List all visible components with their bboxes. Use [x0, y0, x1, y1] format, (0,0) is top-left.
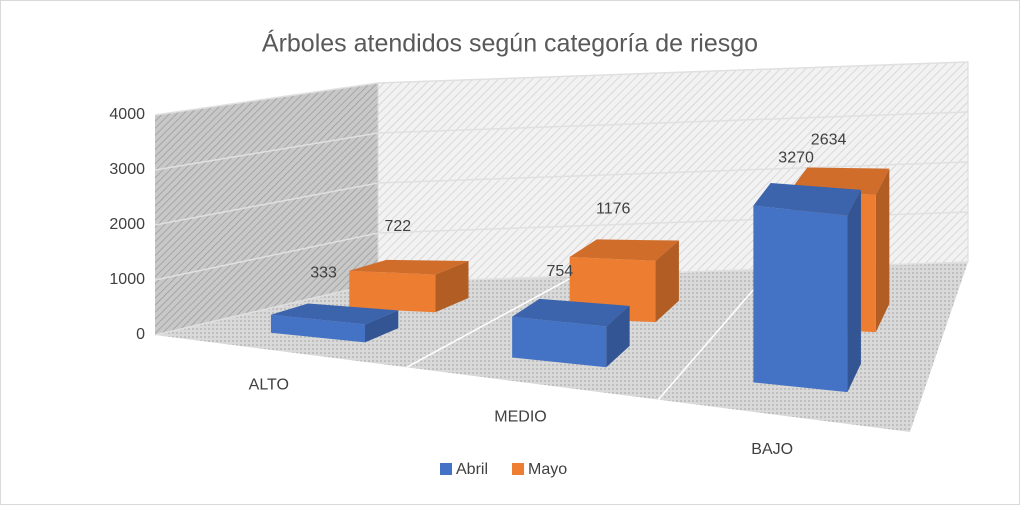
y-tick-label: 1000 — [109, 271, 145, 288]
bar-front — [270, 314, 366, 343]
data-label: 1176 — [596, 201, 631, 218]
grid-line — [154, 111, 969, 171]
data-label: 722 — [385, 218, 412, 235]
bar-side — [435, 260, 469, 313]
bar-side — [606, 305, 630, 368]
x-tick-label: MEDIO — [494, 409, 546, 426]
bar — [349, 259, 469, 313]
bar-top — [569, 239, 679, 261]
y-tick-label: 4000 — [109, 106, 145, 123]
bar-front — [349, 270, 436, 313]
bar-top-shade — [569, 239, 679, 261]
bar-side — [655, 240, 679, 323]
data-label: 754 — [546, 263, 573, 280]
x-tick-label: BAJO — [751, 441, 793, 458]
bar-top-shade — [270, 303, 399, 325]
side-wall — [155, 83, 378, 335]
bar — [569, 239, 679, 323]
grid-line — [154, 61, 969, 116]
y-tick-label: 2000 — [109, 216, 145, 233]
bar-side-shade — [435, 260, 469, 313]
bar-side-shade — [365, 310, 399, 343]
bar-front — [512, 316, 607, 368]
bar-top-shade — [349, 259, 469, 275]
grid-line — [154, 161, 969, 226]
legend-label: Abril — [456, 461, 488, 478]
y-tick-label: 0 — [136, 326, 145, 343]
x-tick-label: ALTO — [249, 376, 289, 393]
bar-top — [753, 182, 861, 216]
data-label: 333 — [310, 264, 337, 281]
bar-front — [753, 205, 848, 393]
bar — [753, 182, 861, 393]
floor-divider — [406, 275, 576, 368]
bar-side — [875, 168, 890, 333]
legend-swatch — [440, 463, 452, 475]
bar-top — [512, 298, 630, 327]
bar-side-shade — [875, 168, 890, 333]
bar-top-shade — [512, 298, 630, 327]
y-tick-label: 3000 — [109, 161, 145, 178]
bar-side-shade — [655, 240, 679, 323]
chart-title: Árboles atendidos según categoría de rie… — [262, 29, 758, 58]
bar-top-shade — [753, 182, 861, 216]
bar-side — [365, 310, 399, 343]
legend-label: Mayo — [528, 461, 567, 478]
data-label: 3270 — [778, 150, 814, 167]
bar-side-shade — [847, 189, 861, 393]
bar — [512, 298, 630, 368]
legend-swatch — [512, 463, 525, 475]
bar — [270, 303, 399, 343]
bar-side — [847, 189, 861, 393]
floor-divider — [657, 268, 772, 401]
data-label: 2634 — [811, 132, 847, 149]
bar-side-shade — [606, 305, 630, 368]
bar-top — [270, 303, 399, 325]
bar-top — [349, 259, 469, 275]
